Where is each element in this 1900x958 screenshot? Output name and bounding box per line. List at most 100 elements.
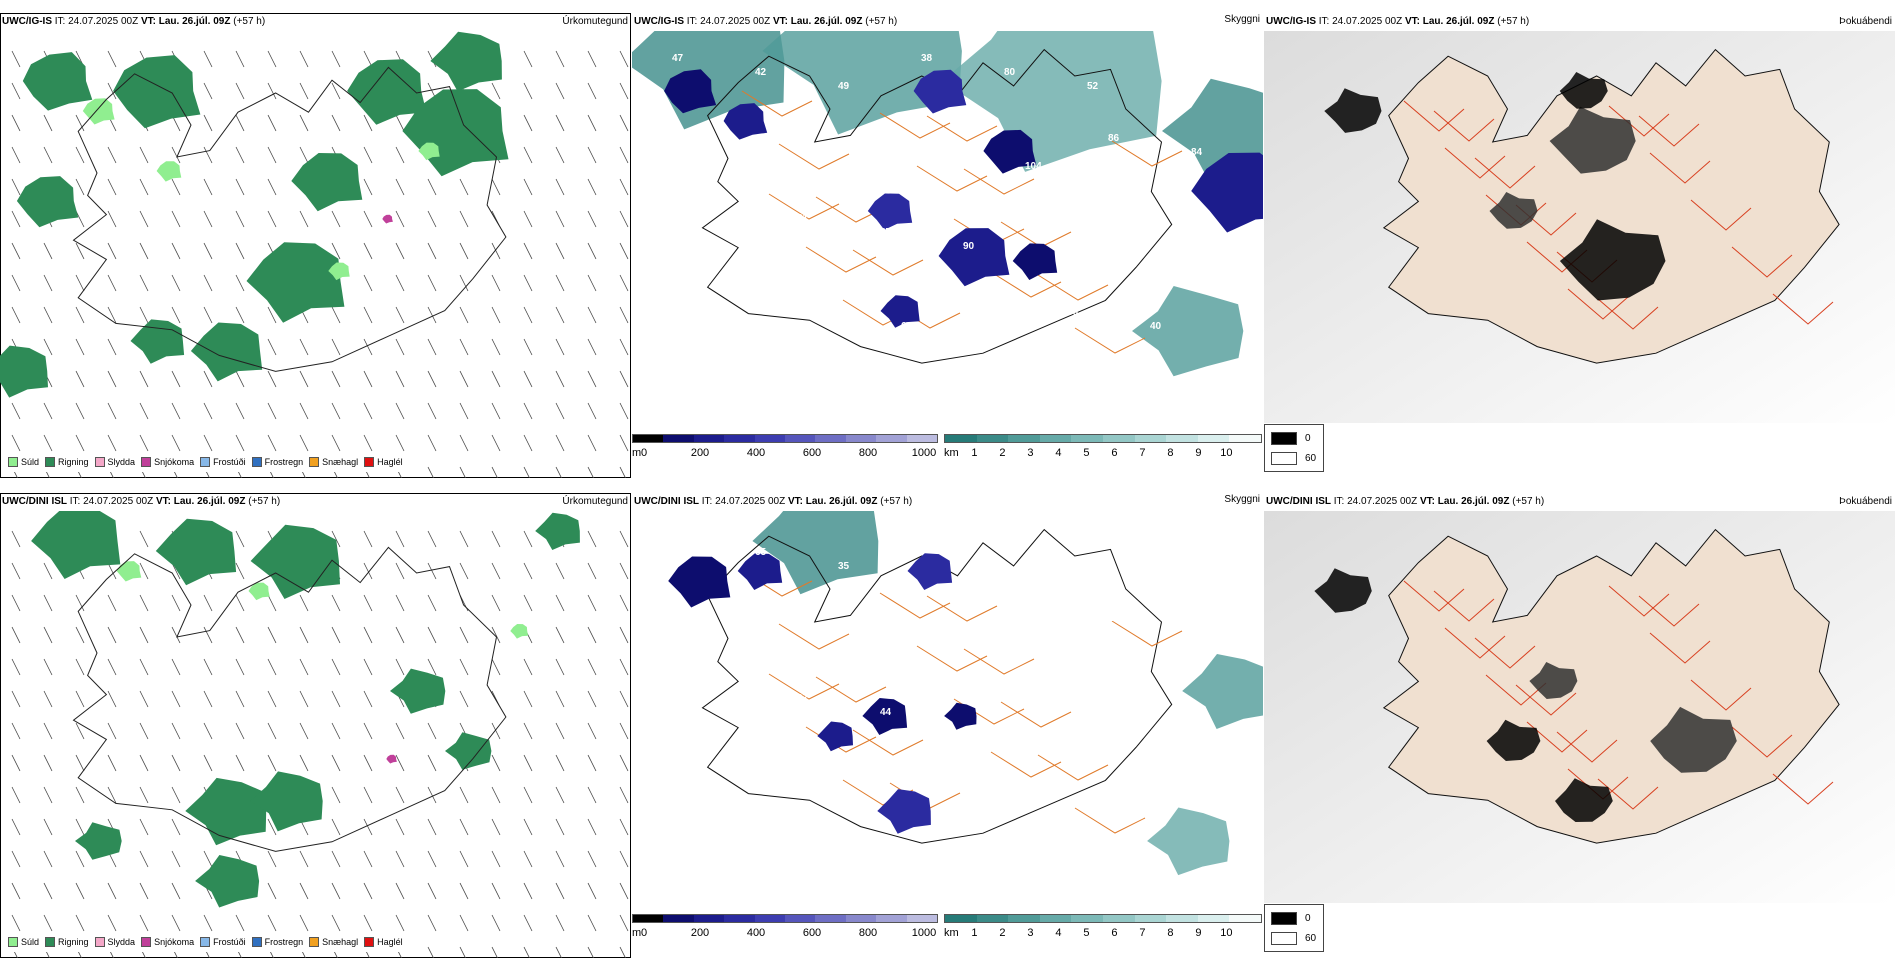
fog-legend-label: 0: [1305, 913, 1311, 924]
wind-barb: [203, 850, 213, 868]
colorbar-step: [1229, 915, 1261, 922]
fog-area: [1549, 106, 1636, 174]
wind-barb: [43, 114, 53, 132]
precip-type-map: [0, 31, 629, 478]
wind-barb: [75, 690, 85, 708]
road: [990, 271, 1062, 298]
precip-type-map-frame: UWC/DINI ISL IT: 24.07.2025 00Z VT: Lau.…: [0, 493, 631, 958]
wind-barb: [363, 626, 373, 644]
vt-label: VT:: [787, 496, 803, 507]
road: [768, 193, 840, 220]
rain-area: [16, 176, 79, 228]
wind-barb: [331, 338, 341, 356]
visibility-panel-igis: UWC/IG-IS IT: 24.07.2025 00Z VT: Lau. 26…: [632, 13, 1263, 478]
colorbar-tick-label: 0: [640, 927, 648, 939]
wind-barb: [171, 850, 181, 868]
cloud-base-label: 27: [797, 693, 809, 704]
wind-barb: [619, 946, 626, 958]
model-name: UWC/DINI ISL: [634, 496, 699, 507]
wind-barb: [235, 562, 245, 580]
wind-barb: [619, 50, 629, 68]
wind-barb: [427, 850, 437, 868]
wind-barb: [235, 210, 245, 228]
wind-barb: [427, 50, 437, 68]
rain-area: [31, 511, 121, 579]
wind-barb: [139, 658, 149, 676]
cloud-base-label: 48: [1129, 227, 1141, 238]
wind-barb: [459, 370, 469, 388]
wind-barb: [171, 626, 181, 644]
wind-barb: [459, 530, 469, 548]
wind-barb: [299, 146, 309, 164]
road: [1474, 637, 1536, 669]
colorbar-tick-label: 400: [746, 927, 766, 939]
wind-barb: [619, 850, 629, 868]
colorbar-step: [1229, 435, 1261, 442]
wind-barb: [523, 50, 533, 68]
wind-barb: [395, 114, 405, 132]
wind-barb: [331, 658, 341, 676]
wind-barb: [139, 754, 149, 772]
wind-barb: [555, 178, 565, 196]
wind-barb: [491, 306, 501, 324]
road: [1515, 684, 1577, 716]
wind-barb: [459, 850, 469, 868]
wind-barb: [459, 434, 469, 452]
coastline: [72, 66, 507, 372]
colorbar-tick-label: 3: [1027, 927, 1034, 939]
colorbar-step: [633, 915, 664, 922]
wind-barb: [459, 946, 466, 958]
colorbar-step: [945, 915, 977, 922]
wind-barb: [427, 786, 437, 804]
wind-barb: [395, 818, 405, 836]
wind-barb: [11, 434, 21, 452]
wind-barb: [523, 178, 533, 196]
wind-barb: [555, 882, 565, 900]
wind-barb: [491, 818, 501, 836]
wind-barb: [363, 786, 373, 804]
fog-legend: 0 60: [1264, 424, 1324, 472]
vt-value: Lau. 26.júl. 09Z: [173, 496, 246, 507]
lead-time: (+57 h): [233, 16, 266, 27]
precip-legend-item: Frostúði: [200, 457, 246, 467]
wind-barb: [171, 306, 181, 324]
wind-barb: [43, 594, 53, 612]
wind-barb: [523, 370, 533, 388]
wind-barb: [555, 402, 565, 420]
wind-barb: [523, 882, 533, 900]
wind-barb: [491, 594, 501, 612]
wind-barb: [619, 882, 629, 900]
road: [1638, 595, 1700, 627]
wind-barb: [139, 786, 149, 804]
wind-barb: [331, 914, 341, 932]
wind-barb: [363, 914, 373, 932]
wind-barb: [395, 626, 405, 644]
wind-barb: [11, 818, 21, 836]
cloud-base-label: 64: [776, 161, 788, 172]
wind-barb: [267, 178, 277, 196]
wind-barb: [459, 466, 466, 478]
wind-barb: [267, 914, 277, 932]
wind-barb: [43, 242, 53, 260]
wind-barb: [395, 210, 405, 228]
wind-barb: [523, 306, 533, 324]
colorbar-tick-label: 5: [1083, 447, 1090, 459]
road: [916, 165, 988, 192]
wind-barb: [491, 722, 501, 740]
low-cloud-area: [1191, 152, 1263, 233]
wind-barb: [427, 594, 437, 612]
fog-legend-label: 0: [1305, 433, 1311, 444]
drizzle-area: [418, 142, 440, 161]
colorbar-step: [876, 915, 907, 922]
wind-barb: [555, 242, 565, 260]
wind-barb: [75, 210, 85, 228]
wind-barb: [587, 242, 597, 260]
precip-legend-label: Frostregn: [264, 937, 304, 947]
precip-legend-label: Frostregn: [264, 457, 304, 467]
colorbar-tick-label: 1000: [911, 927, 937, 939]
wind-barb: [523, 722, 533, 740]
wind-barb: [299, 722, 309, 740]
cloud-base-label: 56: [1067, 307, 1079, 318]
wind-barb: [235, 754, 245, 772]
colorbar-tick-label: 8: [1167, 927, 1174, 939]
